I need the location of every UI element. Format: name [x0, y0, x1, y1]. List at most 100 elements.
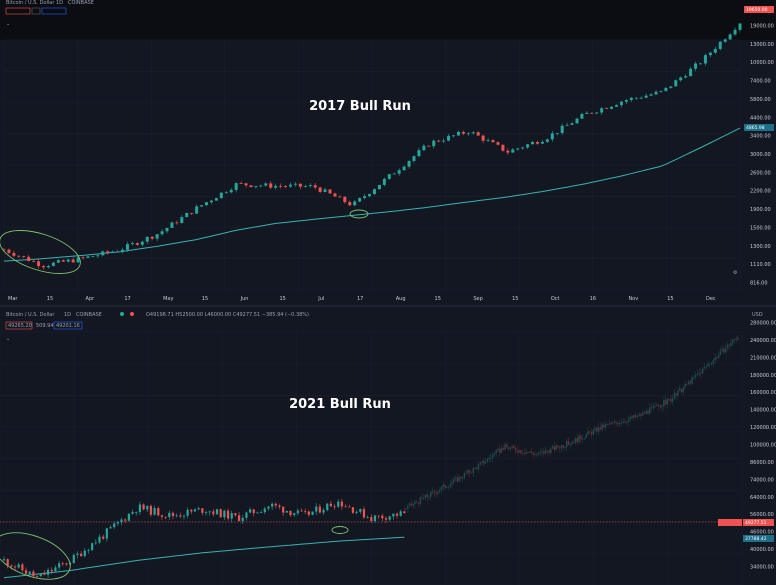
- candle: [454, 477, 457, 479]
- candle: [570, 123, 574, 125]
- candle: [51, 262, 55, 267]
- candle: [46, 569, 50, 575]
- candle: [387, 174, 391, 179]
- candle: [565, 440, 568, 447]
- candle: [516, 450, 519, 453]
- candle: [200, 205, 204, 207]
- x-tick-label-top: Mar: [8, 296, 18, 302]
- top-input-badge[interactable]: [41, 7, 67, 15]
- candle: [588, 431, 591, 433]
- candle: [46, 266, 50, 268]
- candle: [652, 406, 655, 408]
- candle: [405, 508, 407, 510]
- top-input-badge[interactable]: [31, 7, 41, 15]
- bottom-live-status-icon: [120, 312, 124, 316]
- top-price-axis: 19000.00 13000.00 10000.00 7400.00 5800.00 44…: [750, 24, 774, 287]
- candle: [219, 509, 222, 518]
- candle: [254, 186, 258, 188]
- candle: [486, 140, 490, 141]
- candle: [278, 505, 281, 507]
- candle: [601, 424, 603, 430]
- bottom-candles: [2, 498, 406, 579]
- candle: [417, 502, 420, 504]
- candle: [629, 97, 633, 101]
- candle: [284, 186, 288, 188]
- candle: [98, 536, 101, 543]
- x-tick-label-top: Oct: [551, 296, 560, 302]
- candle: [649, 94, 653, 96]
- candle: [551, 446, 554, 449]
- candle: [560, 445, 563, 449]
- bottom-input-badge[interactable]: [5, 321, 33, 330]
- candle: [574, 437, 577, 444]
- candle: [717, 354, 720, 359]
- candle: [105, 528, 108, 539]
- candle: [165, 227, 169, 232]
- candle: [731, 339, 734, 343]
- candle: [153, 508, 156, 515]
- candle: [65, 563, 68, 565]
- candle: [718, 41, 722, 49]
- candle: [351, 507, 355, 513]
- candle: [460, 476, 462, 479]
- candle: [451, 482, 453, 484]
- candle: [57, 563, 61, 568]
- candle: [713, 48, 717, 53]
- candle: [595, 427, 598, 432]
- candle: [603, 424, 605, 428]
- candle: [313, 185, 317, 188]
- candle: [521, 453, 524, 454]
- candle: [613, 421, 616, 423]
- bottom-projected-overlay: [403, 335, 739, 513]
- candle: [208, 511, 211, 513]
- candle: [130, 243, 134, 245]
- candle: [555, 445, 557, 450]
- candle: [488, 458, 490, 460]
- y-tick-label-top: 1110.00: [750, 262, 771, 268]
- top-collapse-chevron-icon[interactable]: ⌄: [6, 21, 10, 27]
- candle: [705, 366, 708, 368]
- top-settings-gear-icon[interactable]: ⚙: [733, 270, 738, 276]
- candle: [116, 522, 119, 524]
- candle: [674, 80, 678, 87]
- candle: [113, 523, 116, 528]
- candle: [647, 410, 649, 414]
- y-tick-label-top: 1500.00: [750, 225, 771, 231]
- candle: [449, 483, 452, 487]
- candle: [149, 505, 153, 515]
- candle: [523, 453, 526, 454]
- bottom-collapse-chevron-icon[interactable]: ⌄: [6, 336, 10, 342]
- candle: [476, 132, 480, 136]
- candle: [21, 564, 24, 571]
- x-tick-label-top: Jun: [240, 296, 249, 302]
- candle: [259, 185, 263, 187]
- candle: [157, 508, 160, 516]
- y-tick-label-bottom: 120000.00: [750, 425, 776, 431]
- top-input-badge[interactable]: [5, 7, 31, 15]
- candle: [677, 390, 679, 396]
- candle: [472, 468, 475, 473]
- candle: [322, 510, 325, 513]
- candle: [641, 412, 644, 416]
- candle: [263, 508, 266, 513]
- candle: [421, 497, 423, 499]
- candle: [71, 259, 75, 263]
- candle: [340, 501, 344, 507]
- y-tick-label-bottom: 56000.00: [750, 512, 774, 518]
- candle: [288, 184, 292, 187]
- candle: [397, 170, 401, 174]
- candle: [298, 183, 302, 187]
- candle: [461, 131, 465, 134]
- candle: [585, 434, 587, 439]
- candle: [289, 510, 292, 516]
- candle: [594, 427, 596, 431]
- candle: [710, 363, 713, 365]
- candle: [466, 133, 470, 135]
- candle: [496, 142, 500, 145]
- candle: [447, 486, 450, 488]
- candle: [170, 222, 174, 228]
- candle: [42, 266, 46, 268]
- candle: [546, 450, 549, 452]
- bottom-touch-circle-annotation: [331, 526, 349, 534]
- bottom-input-badge[interactable]: [53, 321, 83, 330]
